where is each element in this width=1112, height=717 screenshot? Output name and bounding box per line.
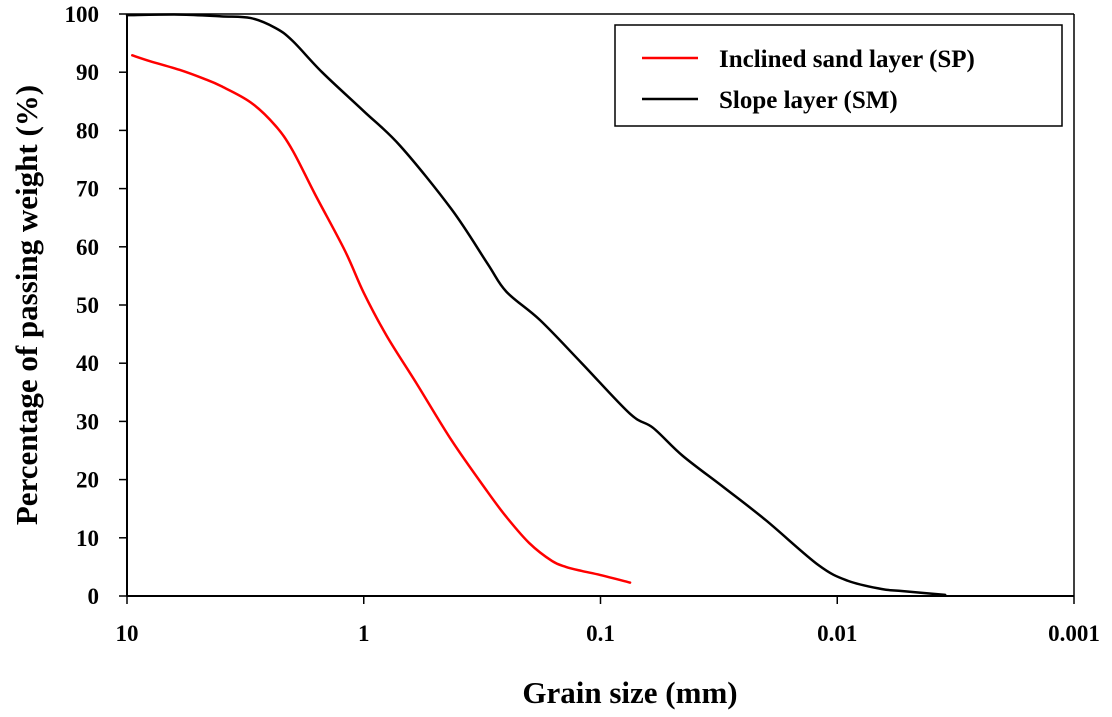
y-tick-label: 90 [76, 60, 99, 85]
legend: Inclined sand layer (SP) Slope layer (SM… [614, 24, 1063, 127]
y-ticks: 0 10 20 30 40 50 60 70 80 90 100 [65, 2, 127, 609]
x-tick-label: 0.01 [817, 621, 857, 646]
y-tick-label: 50 [76, 293, 99, 318]
legend-box [614, 24, 1063, 127]
y-tick-label: 80 [76, 118, 99, 143]
y-tick-label: 30 [76, 409, 99, 434]
y-tick-label: 0 [88, 584, 100, 609]
y-tick-label: 60 [76, 235, 99, 260]
y-tick-label: 40 [76, 351, 99, 376]
legend-label-inclined-sand: Inclined sand layer (SP) [719, 46, 975, 73]
legend-label-slope-layer: Slope layer (SM) [719, 87, 898, 114]
y-tick-label: 20 [76, 468, 99, 493]
x-tick-label: 0.1 [586, 621, 615, 646]
y-axis-title: Percentage of passing weight (%) [9, 85, 44, 525]
y-tick-label: 100 [65, 2, 100, 27]
x-axis-title: Grain size (mm) [522, 675, 737, 710]
x-tick-label: 0.001 [1048, 621, 1100, 646]
series-layer [125, 13, 947, 597]
series-line-inclined-sand [131, 54, 632, 584]
y-tick-label: 10 [76, 526, 99, 551]
y-tick-label: 70 [76, 177, 99, 202]
x-tick-label: 10 [116, 621, 139, 646]
x-ticks: 10 1 0.1 0.01 0.001 [116, 596, 1100, 646]
x-tick-label: 1 [358, 621, 370, 646]
series-line-slope-layer [125, 13, 947, 597]
